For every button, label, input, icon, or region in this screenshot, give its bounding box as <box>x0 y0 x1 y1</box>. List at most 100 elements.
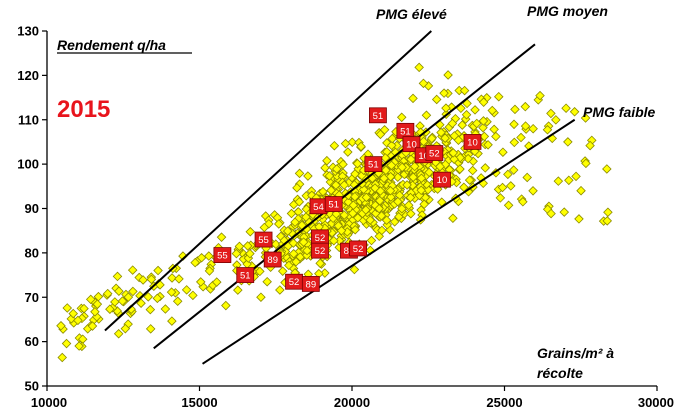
scatter-point <box>273 219 284 229</box>
x-axis-label-line-2: récolte <box>537 365 583 381</box>
scatter-point <box>528 123 538 134</box>
scatter-point <box>393 196 403 207</box>
scatter-point <box>553 176 564 186</box>
scatter-point <box>350 191 360 202</box>
scatter-point <box>506 181 516 191</box>
scatter-point <box>256 292 266 302</box>
axis-ticks: 50 60 70 80 90 100 110 120 130 10000 15000 20000 250… <box>17 24 674 411</box>
scatter-point <box>181 285 192 295</box>
scatter-point <box>292 183 302 193</box>
year-label: 2015 <box>57 96 110 123</box>
scatter-point <box>374 203 384 214</box>
scatter-point <box>302 245 312 256</box>
line-label-pmg-moyen: PMG moyen <box>527 3 608 19</box>
scatter-point <box>602 216 613 226</box>
scatter-point <box>195 277 206 287</box>
highlight-box <box>433 171 451 188</box>
scatter-point <box>145 324 156 334</box>
scatter-point <box>294 168 305 179</box>
scatter-point <box>188 290 198 301</box>
scatter-point <box>370 183 380 193</box>
scatter-point <box>421 110 432 121</box>
x-tick-label: 10000 <box>31 395 67 410</box>
scatter-point <box>90 307 100 317</box>
scatter-point <box>143 292 154 302</box>
highlight-label: 89 <box>306 279 317 290</box>
scatter-point <box>495 193 506 203</box>
scatter-point <box>457 120 468 130</box>
highlight-box <box>349 240 368 257</box>
highlighted-point: 52 <box>311 229 329 246</box>
highlight-label: 51 <box>400 126 411 137</box>
y-tick-label: 130 <box>17 24 39 39</box>
scatter-point <box>128 286 138 297</box>
y-axis-title: Rendement q/ha <box>57 37 192 54</box>
scatter-point <box>284 260 294 271</box>
scatter-point <box>166 287 177 297</box>
scatter-point <box>277 266 288 276</box>
scatter-point <box>423 184 433 195</box>
scatter-point <box>416 185 426 196</box>
scatter-point <box>435 161 445 172</box>
highlighted-point: 55 <box>213 247 232 263</box>
scatter-point <box>68 308 79 319</box>
scatter-point <box>480 163 491 173</box>
scatter-point <box>522 172 532 183</box>
scatter-point <box>377 225 387 236</box>
scatter-point <box>322 155 332 166</box>
scatter-point <box>136 298 146 308</box>
scatter-point <box>167 316 177 326</box>
scatter-point <box>464 175 475 185</box>
scatter-point <box>551 115 561 125</box>
scatter-point <box>408 93 418 104</box>
x-tick-label: 25000 <box>486 395 522 410</box>
scatter-point <box>61 338 72 349</box>
y-tick-label: 60 <box>25 334 39 349</box>
scatter-point <box>408 172 418 182</box>
scatter-point <box>463 153 473 164</box>
scatter-point <box>453 135 464 145</box>
scatter-point <box>489 124 499 135</box>
scatter-point <box>416 173 427 184</box>
scatter-point <box>559 207 570 217</box>
highlight-label: 89 <box>344 246 355 257</box>
scatter-point <box>440 133 450 143</box>
scatter-point <box>85 294 96 305</box>
scatter-point <box>127 265 138 275</box>
scatter-point <box>460 114 471 124</box>
highlight-label: 52 <box>315 246 326 257</box>
scatter-point <box>145 304 156 315</box>
scatter-point <box>56 321 66 331</box>
scatter-point <box>172 296 183 307</box>
scatter-point <box>509 137 520 148</box>
scatter-point <box>57 352 67 363</box>
scatter-point <box>448 213 458 224</box>
scatter-point <box>580 113 591 123</box>
highlighted-point: 52 <box>425 145 444 161</box>
scatter-point <box>242 241 253 251</box>
highlight-label: 51 <box>328 200 339 211</box>
scatter-point <box>385 185 396 196</box>
y-tick-label: 100 <box>17 157 39 172</box>
scatter-point <box>320 163 330 173</box>
scatter-point <box>455 164 465 174</box>
scatter-point <box>113 328 124 339</box>
scatter-point <box>255 266 265 277</box>
scatter-point <box>320 268 330 278</box>
line-label-pmg-eleve: PMG élevé <box>376 6 447 22</box>
scatter-point <box>439 88 449 98</box>
scatter-point <box>427 133 437 144</box>
scatter-point <box>110 297 120 307</box>
highlighted-point: 51 <box>364 156 383 173</box>
scatter-point <box>245 226 256 237</box>
scatter-point <box>379 173 389 184</box>
scatter-point <box>470 146 480 157</box>
scatter-points <box>56 62 613 363</box>
scatter-point <box>569 107 580 117</box>
scatter-point <box>571 171 581 182</box>
scatter-point <box>245 248 255 259</box>
scatter-point <box>516 132 526 143</box>
scatter-point <box>510 104 520 115</box>
scatter-point <box>581 158 591 169</box>
scatter-point <box>418 78 429 89</box>
